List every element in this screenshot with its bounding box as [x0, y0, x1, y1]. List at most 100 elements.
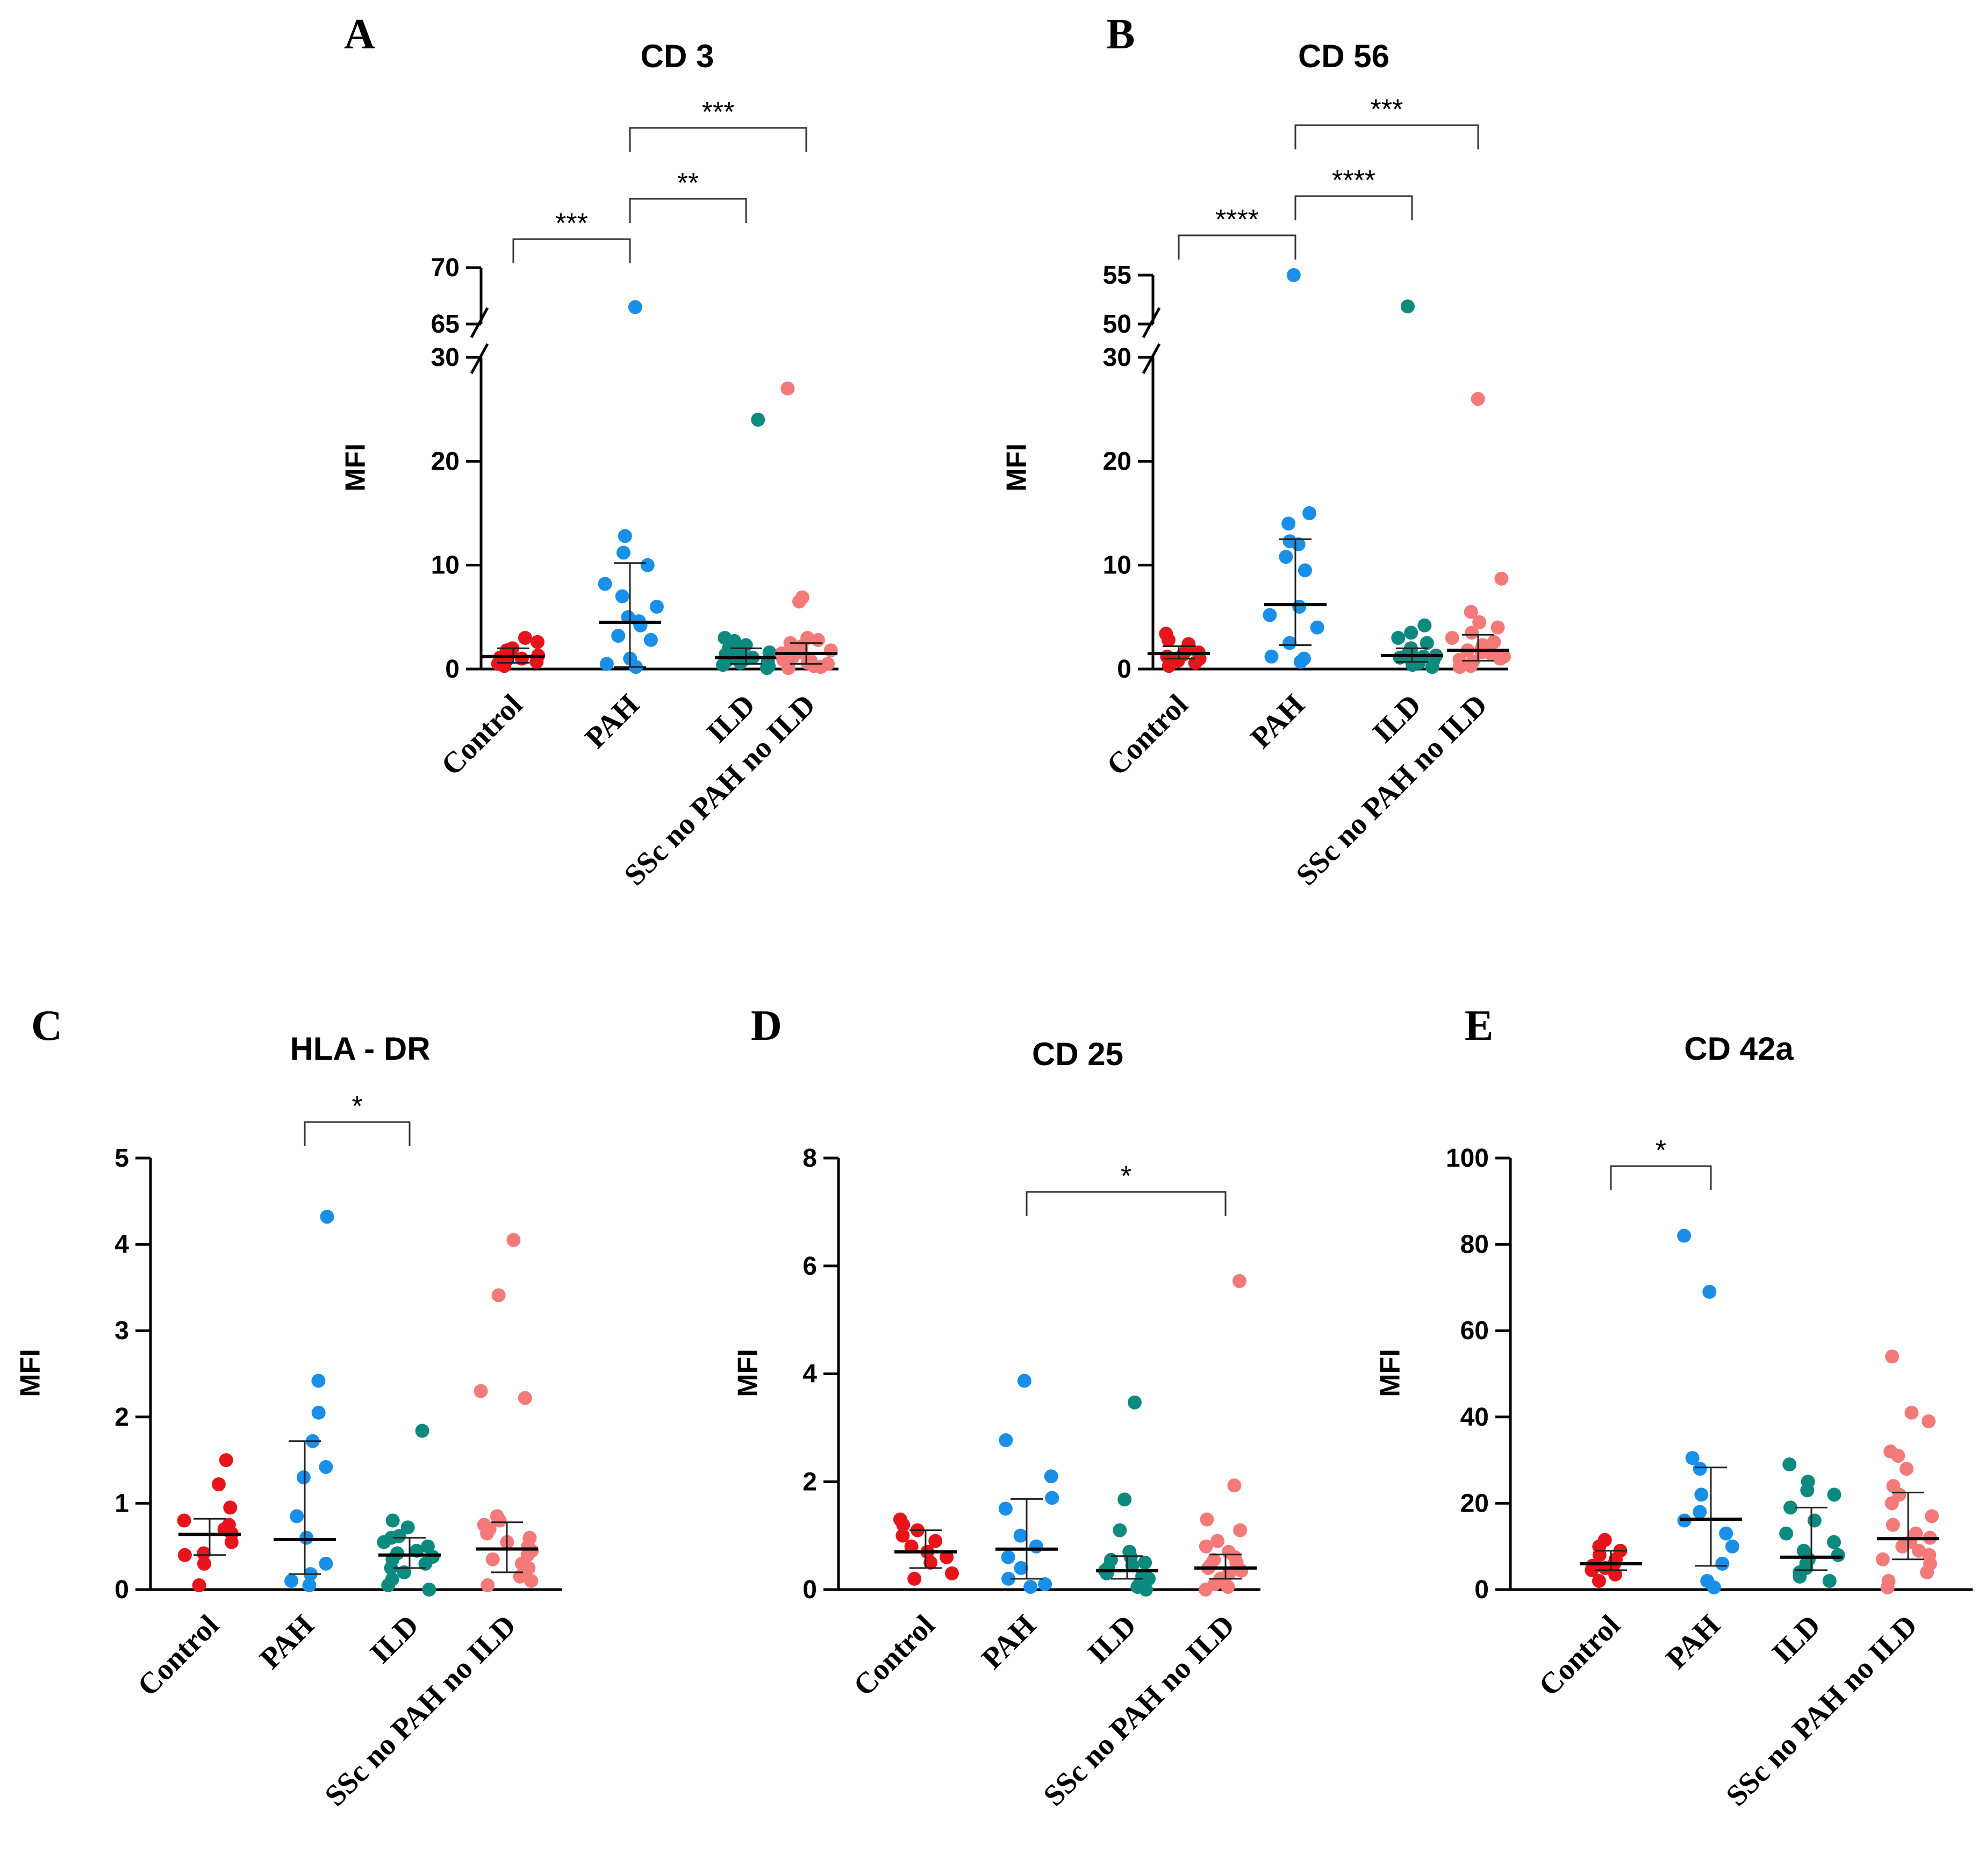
- y-tick-label: 5: [114, 1144, 129, 1173]
- data-point: [221, 1518, 236, 1532]
- data-point: [1685, 1451, 1700, 1465]
- y-axis-label: MFI: [733, 1349, 764, 1397]
- y-tick-label: 4: [802, 1360, 817, 1389]
- data-point: [1693, 1462, 1707, 1476]
- panel-title: HLA - DR: [290, 1031, 430, 1067]
- panel-letter: C: [31, 1002, 62, 1050]
- data-point: [598, 577, 612, 591]
- x-category-label: PAH: [254, 1608, 320, 1675]
- data-point: [1264, 649, 1279, 664]
- y-tick-label: 1: [114, 1489, 129, 1518]
- significance-bracket: [1178, 234, 1296, 260]
- significance-label: ****: [1215, 204, 1259, 235]
- data-point: [1922, 1414, 1936, 1428]
- data-point: [904, 1539, 919, 1554]
- data-point: [1159, 627, 1173, 641]
- x-category-label: PAH: [976, 1608, 1042, 1675]
- panel-letter: A: [344, 11, 375, 58]
- data-point: [397, 1565, 411, 1579]
- data-point: [999, 1433, 1013, 1447]
- data-point: [800, 631, 815, 645]
- data-point: [290, 1509, 304, 1523]
- data-point: [522, 1530, 537, 1545]
- significance-bracket: [304, 1121, 411, 1146]
- y-tick-label: 6: [802, 1252, 817, 1281]
- data-point: [1001, 1571, 1016, 1586]
- data-point: [1490, 620, 1505, 635]
- data-point: [1826, 1535, 1841, 1549]
- data-point: [616, 545, 630, 560]
- group-ild: [377, 1424, 441, 1597]
- data-point: [1831, 1548, 1845, 1562]
- data-point: [820, 657, 835, 671]
- data-point: [177, 1548, 192, 1562]
- data-point: [640, 558, 655, 572]
- data-point: [940, 1550, 954, 1564]
- group-ssc-no-pah-no-ild: [1875, 1349, 1939, 1594]
- y-tick-label: 30: [431, 343, 460, 372]
- y-tick-label: 60: [1460, 1317, 1489, 1345]
- data-point: [1783, 1500, 1798, 1515]
- x-category-label: ILD: [1766, 1608, 1827, 1670]
- data-point: [599, 657, 614, 671]
- data-point: [1391, 631, 1406, 645]
- data-point: [1103, 1552, 1118, 1567]
- group-pah: [1677, 1228, 1742, 1594]
- data-point: [1113, 1523, 1127, 1537]
- group-pah: [995, 1374, 1059, 1594]
- data-point: [1487, 635, 1501, 649]
- x-category-label: PAH: [1660, 1608, 1726, 1675]
- data-point: [1199, 1539, 1213, 1554]
- panel-title: CD 42a: [1684, 1031, 1794, 1067]
- data-point: [506, 1233, 521, 1247]
- data-point: [415, 1424, 429, 1438]
- data-point: [1677, 1228, 1692, 1243]
- data-point: [621, 610, 635, 624]
- data-point: [1909, 1526, 1923, 1541]
- data-point: [1779, 1526, 1794, 1541]
- data-point: [320, 1210, 334, 1224]
- data-point: [311, 1374, 326, 1388]
- y-axis-label: MFI: [340, 443, 371, 492]
- y-tick-label: 0: [1474, 1576, 1489, 1604]
- data-point: [1044, 1469, 1058, 1484]
- data-point: [219, 1453, 233, 1468]
- data-point: [311, 1405, 326, 1420]
- data-point: [1013, 1528, 1028, 1543]
- data-point: [1014, 1561, 1028, 1575]
- data-point: [1117, 1492, 1132, 1507]
- data-point: [1038, 1577, 1052, 1591]
- data-point: [531, 635, 545, 649]
- significance-bracket: [629, 198, 747, 223]
- group-control: [1580, 1533, 1642, 1588]
- y-tick-label: 0: [1117, 655, 1131, 684]
- data-point: [1725, 1539, 1739, 1554]
- data-point: [1782, 1457, 1797, 1472]
- y-tick-label: 80: [1460, 1231, 1489, 1259]
- data-point: [485, 1552, 500, 1566]
- data-point: [795, 590, 809, 605]
- data-point: [945, 1566, 959, 1580]
- panel-title: CD 3: [641, 38, 714, 74]
- significance-label: **: [677, 168, 699, 199]
- data-point: [1210, 1534, 1225, 1548]
- data-point: [1281, 516, 1296, 531]
- x-category-label: ILD: [1081, 1608, 1143, 1670]
- data-point: [296, 1470, 311, 1485]
- group-ild: [1779, 1457, 1845, 1588]
- group-ild: [1381, 299, 1443, 674]
- significance-bracket: [1294, 124, 1479, 149]
- data-point: [1127, 1395, 1142, 1410]
- x-category-label: PAH: [1244, 688, 1311, 754]
- data-point: [1801, 1475, 1815, 1489]
- data-point: [823, 643, 838, 658]
- data-point: [1302, 506, 1317, 520]
- group-ssc-no-pah-no-ild: [775, 382, 838, 675]
- data-point: [518, 1391, 532, 1405]
- x-category-label: Control: [131, 1608, 225, 1702]
